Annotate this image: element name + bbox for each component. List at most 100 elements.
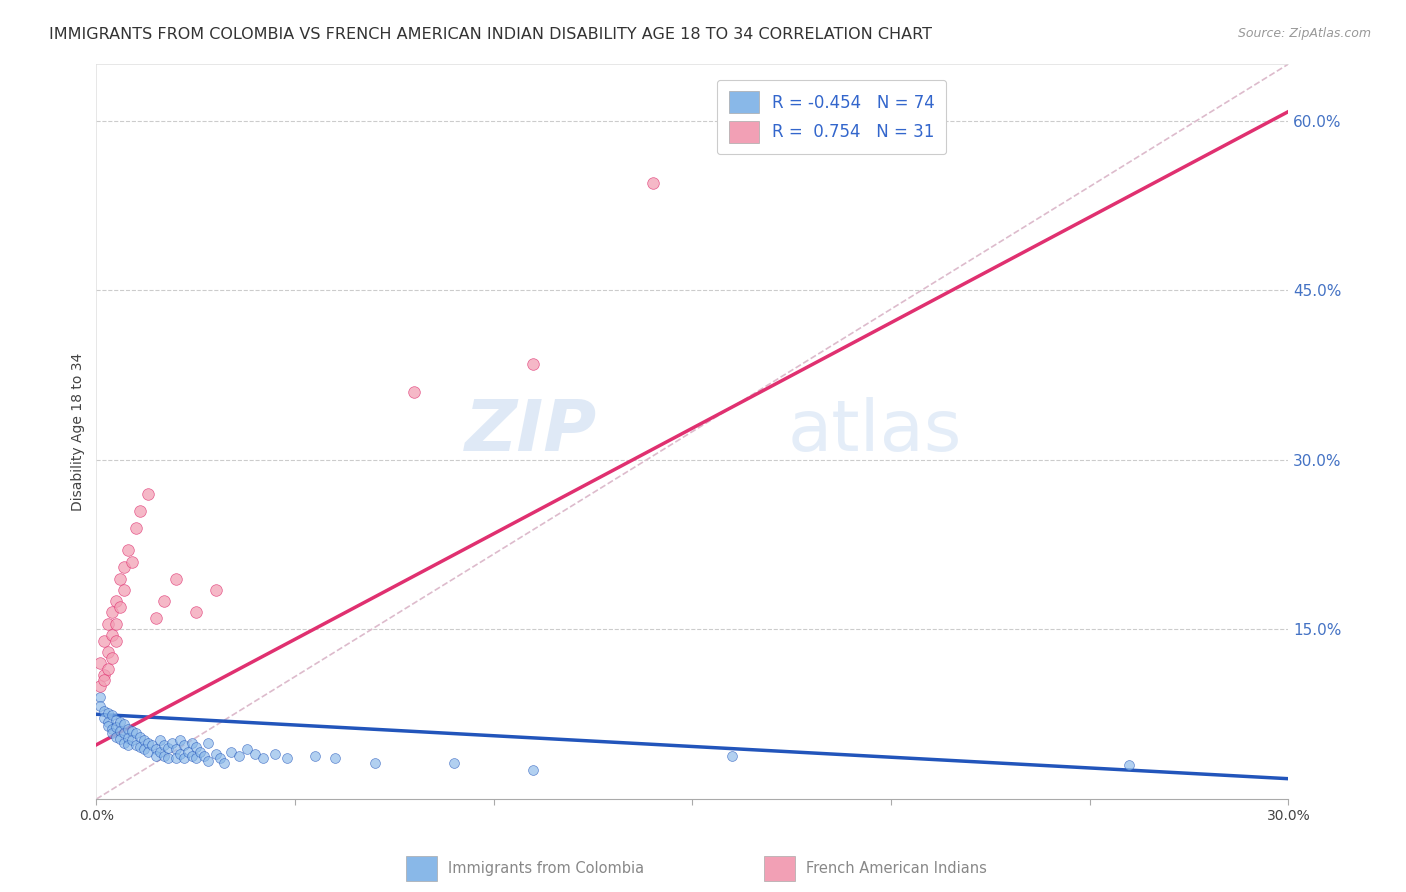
Point <box>117 738 139 752</box>
Point <box>136 745 159 759</box>
Y-axis label: Disability Age 18 to 34: Disability Age 18 to 34 <box>72 352 86 511</box>
Point <box>145 611 167 625</box>
Point <box>145 742 167 756</box>
Point <box>184 606 207 620</box>
Point <box>105 720 128 734</box>
Point <box>97 715 120 730</box>
Point <box>89 679 111 693</box>
Point <box>180 749 202 764</box>
Point <box>112 717 135 731</box>
Point <box>108 732 131 747</box>
Point <box>228 749 250 764</box>
Point <box>149 733 172 747</box>
Point <box>101 628 124 642</box>
Point <box>125 726 148 740</box>
Point <box>252 751 274 765</box>
Point <box>129 730 152 744</box>
Point <box>89 699 111 714</box>
Point <box>197 754 219 768</box>
Point <box>105 713 128 727</box>
Point <box>97 645 120 659</box>
Text: Source: ZipAtlas.com: Source: ZipAtlas.com <box>1237 27 1371 40</box>
Point <box>156 741 179 756</box>
Point <box>97 718 120 732</box>
Point <box>177 745 200 759</box>
Point <box>212 756 235 770</box>
Text: French American Indians: French American Indians <box>806 862 987 876</box>
Point <box>105 730 128 744</box>
Point <box>165 572 187 586</box>
Point <box>236 742 259 756</box>
Point <box>184 739 207 754</box>
Point <box>108 599 131 614</box>
Point <box>112 582 135 597</box>
Point <box>204 582 226 597</box>
Point <box>165 751 187 765</box>
Text: ZIP: ZIP <box>465 397 598 466</box>
Point <box>404 384 426 399</box>
Point <box>153 738 176 752</box>
Point <box>93 673 115 688</box>
Point <box>304 749 326 764</box>
Point <box>89 657 111 671</box>
Point <box>188 745 211 759</box>
Point <box>117 731 139 745</box>
Point <box>105 616 128 631</box>
Point <box>101 650 124 665</box>
Point <box>93 704 115 718</box>
Point <box>173 751 195 765</box>
Point <box>180 735 202 749</box>
Point <box>129 504 152 518</box>
Point <box>93 667 115 681</box>
Point <box>121 555 143 569</box>
Point <box>117 543 139 558</box>
Point <box>323 751 346 765</box>
Point <box>208 751 231 765</box>
Point <box>169 733 191 747</box>
Point <box>197 735 219 749</box>
Point <box>156 751 179 765</box>
Point <box>97 616 120 631</box>
Point <box>105 594 128 608</box>
Point <box>145 749 167 764</box>
Point <box>121 724 143 739</box>
Point <box>160 735 183 749</box>
Point <box>97 706 120 720</box>
Point <box>112 735 135 749</box>
Point <box>108 715 131 730</box>
Point <box>136 735 159 749</box>
Point <box>221 745 243 759</box>
Point <box>165 742 187 756</box>
Point <box>93 633 115 648</box>
Point <box>173 738 195 752</box>
Point <box>101 606 124 620</box>
Point <box>443 756 465 770</box>
Legend: R = -0.454   N = 74, R =  0.754   N = 31: R = -0.454 N = 74, R = 0.754 N = 31 <box>717 79 946 154</box>
Point <box>132 742 155 756</box>
Point <box>153 749 176 764</box>
Point <box>101 722 124 736</box>
Point <box>522 763 544 777</box>
Point <box>132 733 155 747</box>
Text: Immigrants from Colombia: Immigrants from Colombia <box>449 862 644 876</box>
Point <box>721 749 744 764</box>
Point <box>125 738 148 752</box>
Point <box>276 751 298 765</box>
Point <box>112 560 135 574</box>
Point <box>204 747 226 761</box>
Point <box>153 594 176 608</box>
Point <box>97 662 120 676</box>
Point <box>101 726 124 740</box>
Point <box>89 690 111 705</box>
Point <box>108 724 131 739</box>
Text: IMMIGRANTS FROM COLOMBIA VS FRENCH AMERICAN INDIAN DISABILITY AGE 18 TO 34 CORRE: IMMIGRANTS FROM COLOMBIA VS FRENCH AMERI… <box>49 27 932 42</box>
Point <box>121 733 143 747</box>
Point <box>184 751 207 765</box>
Point <box>641 176 664 190</box>
Point <box>264 747 287 761</box>
Point <box>141 738 163 752</box>
Point <box>193 749 215 764</box>
Point <box>149 745 172 759</box>
Point <box>117 722 139 736</box>
Point <box>129 739 152 754</box>
